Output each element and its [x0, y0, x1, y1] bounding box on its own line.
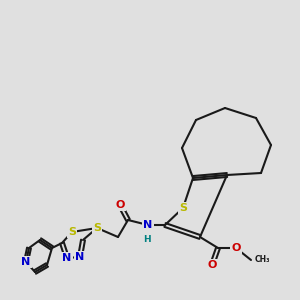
Text: N: N	[75, 252, 85, 262]
Text: S: S	[93, 223, 101, 233]
Text: CH₃: CH₃	[255, 256, 270, 265]
Text: O: O	[115, 200, 125, 210]
Text: S: S	[179, 203, 187, 213]
Text: S: S	[68, 227, 76, 237]
Text: O: O	[231, 243, 241, 253]
Text: N: N	[62, 253, 72, 263]
Text: O: O	[207, 260, 217, 270]
Text: N: N	[21, 257, 31, 267]
Text: H: H	[143, 236, 150, 244]
Text: N: N	[143, 220, 153, 230]
